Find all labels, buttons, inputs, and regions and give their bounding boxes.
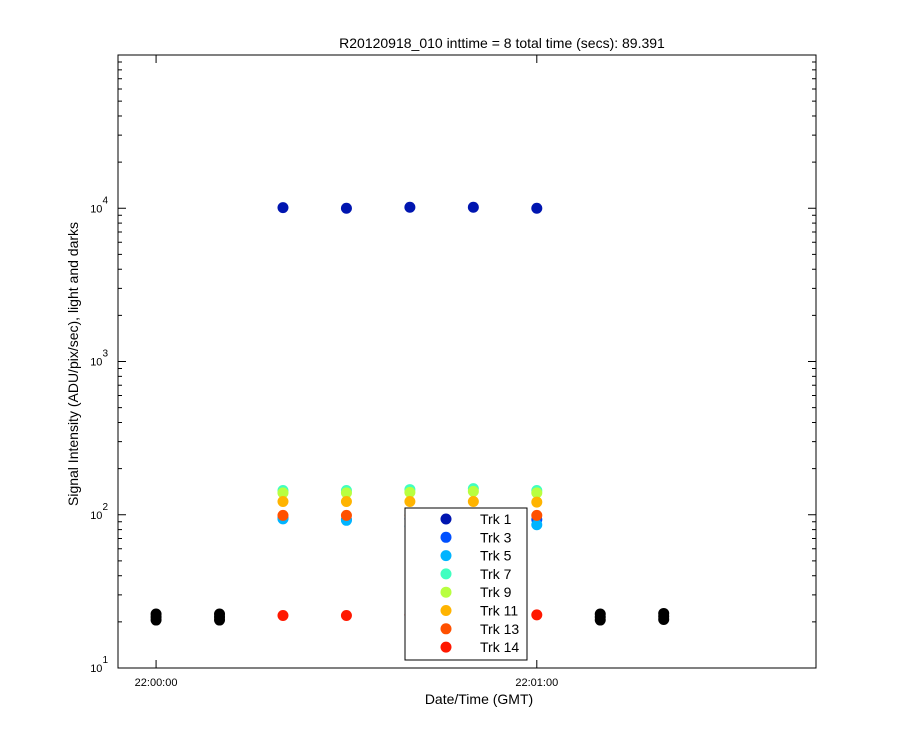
dark-point <box>214 614 226 626</box>
chart-title: R20120918_010 inttime = 8 total time (se… <box>339 35 665 51</box>
y-tick-label: 101 <box>90 655 108 675</box>
data-point <box>277 509 289 521</box>
data-point <box>467 496 479 508</box>
data-point <box>531 509 543 521</box>
x-axis-label: Date/Time (GMT) <box>425 691 533 707</box>
dark-point <box>150 614 162 626</box>
data-point <box>340 509 352 521</box>
data-point <box>531 609 543 621</box>
data-point <box>277 487 289 499</box>
legend-marker <box>440 605 452 616</box>
legend-marker <box>440 586 452 598</box>
legend-label: Trk 5 <box>480 548 512 564</box>
legend-label: Trk 7 <box>480 566 512 582</box>
legend-marker <box>440 623 452 635</box>
legend-marker <box>440 531 452 543</box>
data-point <box>340 496 352 508</box>
legend-label: Trk 3 <box>480 529 512 545</box>
data-point <box>467 485 479 497</box>
legend-label: Trk 11 <box>480 603 518 619</box>
y-tick-label: 102 <box>90 502 108 522</box>
legend-marker <box>440 550 452 562</box>
y-tick-label: 104 <box>90 195 108 215</box>
data-point <box>531 202 543 214</box>
legend-marker <box>440 568 452 580</box>
legend: Trk 1 Trk 3 Trk 5 Trk 7 Trk 9 Trk 11 Trk 13 Trk… <box>404 507 528 661</box>
legend-marker <box>440 641 452 653</box>
data-point <box>340 487 352 499</box>
dark-point <box>658 613 670 625</box>
legend-box <box>404 507 528 661</box>
data-point <box>404 486 416 498</box>
data-point <box>340 610 352 622</box>
data-point <box>531 519 543 531</box>
data-point <box>277 610 289 622</box>
legend-label: Trk 1 <box>480 511 512 527</box>
data-point <box>404 201 416 213</box>
dark-point <box>594 614 606 626</box>
data-point <box>340 202 352 214</box>
legend-label: Trk 13 <box>480 621 519 637</box>
data-point <box>277 202 289 214</box>
data-point <box>277 496 289 508</box>
legend-label: Trk 9 <box>480 584 512 600</box>
y-tick-label: 103 <box>90 349 108 369</box>
y-axis-label: Signal Intensity (ADU/pix/sec), light an… <box>65 222 81 506</box>
data-point <box>467 201 479 213</box>
x-tick-label: 22:01:00 <box>515 677 558 689</box>
data-point <box>531 496 543 508</box>
x-tick-label: 22:00:00 <box>135 677 178 689</box>
legend-label: Trk 14 <box>480 639 519 655</box>
data-point <box>404 496 416 508</box>
data-point <box>531 487 543 499</box>
legend-marker <box>440 513 452 525</box>
